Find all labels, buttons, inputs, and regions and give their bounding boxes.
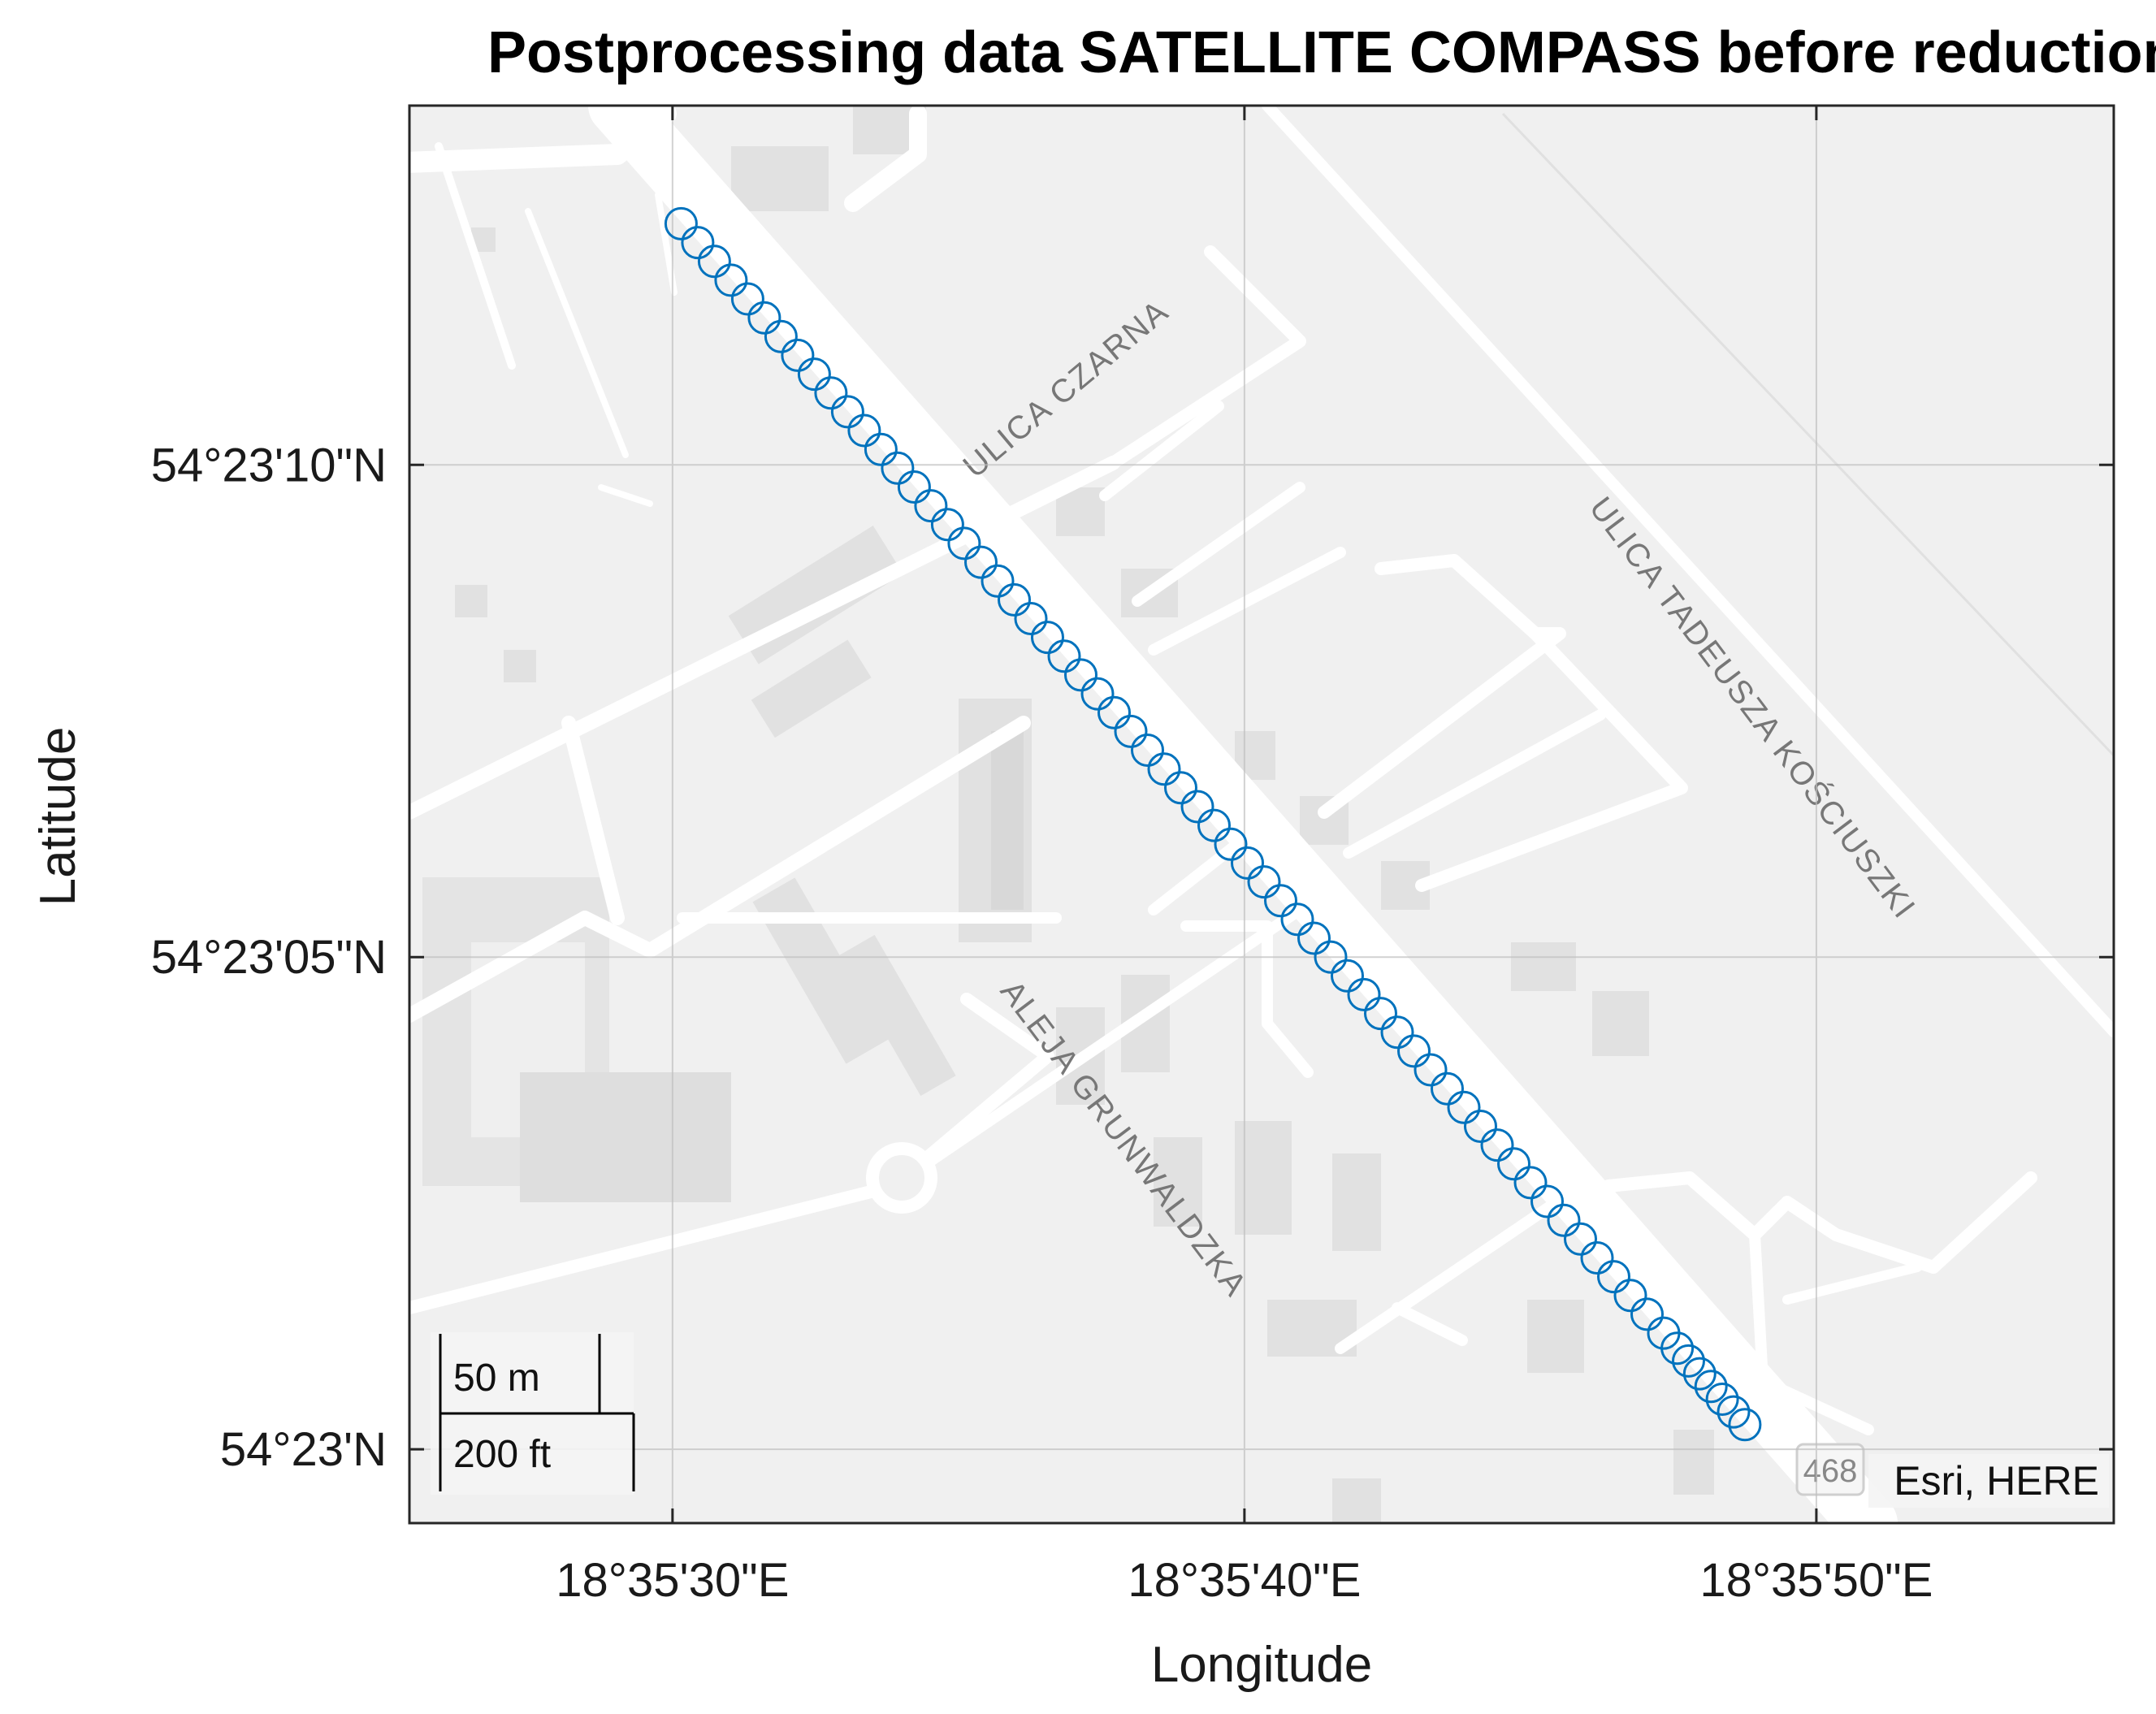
data-point	[1497, 1147, 1530, 1181]
data-point	[1660, 1331, 1695, 1366]
data-point	[1564, 1222, 1597, 1256]
data-point	[781, 338, 815, 372]
y-axis: 54°23'10"N 54°23'05"N 54°23'N	[151, 439, 2114, 1476]
data-point	[1347, 977, 1381, 1011]
data-point	[747, 301, 781, 335]
attribution-text: Esri, HERE	[1894, 1458, 2099, 1504]
data-point	[1114, 714, 1148, 748]
data-point	[998, 582, 1031, 617]
data-point	[881, 451, 915, 485]
data-point	[1097, 695, 1131, 729]
data-point	[1513, 1166, 1548, 1200]
data-point	[847, 413, 881, 448]
basemap: ULICA CZARNA ULICA TADEUSZA KOŚCIUSZKI A…	[409, 106, 2114, 1523]
data-point	[1297, 921, 1331, 955]
data-point	[1014, 602, 1048, 635]
data-point	[1530, 1184, 1564, 1218]
data-point	[947, 526, 981, 561]
data-point	[1547, 1203, 1581, 1237]
data-point	[1364, 997, 1397, 1031]
data-point	[730, 282, 764, 316]
data-point	[1247, 865, 1281, 899]
data-point	[1414, 1053, 1448, 1087]
data-point	[1147, 752, 1181, 786]
plot-frame	[408, 104, 2115, 1525]
data-point	[1180, 790, 1214, 824]
data-point	[1480, 1128, 1514, 1162]
y-tick-label: 54°23'05"N	[151, 931, 387, 984]
data-point	[1613, 1279, 1647, 1313]
data-point	[1431, 1071, 1464, 1106]
road-number-text: 468	[1803, 1453, 1858, 1489]
data-point	[864, 432, 898, 466]
x-tick-label: 18°35'30"E	[556, 1554, 789, 1607]
data-point	[1397, 1034, 1431, 1068]
data-point	[1630, 1297, 1664, 1331]
data-point	[1447, 1090, 1481, 1124]
scale-metric-label: 50 m	[453, 1357, 540, 1400]
data-point	[1580, 1241, 1614, 1275]
x-axis: 18°35'30"E 18°35'40"E 18°35'50"E	[556, 106, 1933, 1607]
data-point	[664, 206, 698, 240]
scale-bar: 50 m 200 ft	[431, 1332, 635, 1495]
data-point	[764, 319, 798, 353]
data-point	[1728, 1408, 1762, 1442]
x-axis-title: Longitude	[1151, 1637, 1372, 1693]
data-point	[1197, 808, 1231, 842]
chart-title: Postprocessing data SATELLITE COMPASS be…	[487, 20, 2156, 85]
data-point	[681, 226, 715, 260]
data-point	[981, 564, 1015, 598]
x-tick-label: 18°35'50"E	[1699, 1554, 1933, 1607]
road-number-badge: 468	[1795, 1443, 1865, 1496]
attribution: Esri, HERE	[1868, 1454, 2109, 1508]
data-point	[814, 376, 848, 410]
data-point	[930, 508, 964, 542]
data-point	[1705, 1383, 1739, 1416]
data-point	[1280, 902, 1314, 937]
data-point	[830, 395, 864, 429]
data-point	[1164, 771, 1197, 805]
data-series	[664, 206, 1762, 1442]
data-point	[1717, 1395, 1751, 1429]
data-point	[797, 357, 831, 392]
y-tick-label: 54°23'N	[220, 1423, 387, 1476]
data-point	[697, 245, 731, 279]
data-point	[1682, 1357, 1717, 1391]
y-tick-label: 54°23'10"N	[151, 439, 387, 491]
data-point	[964, 545, 998, 579]
data-point	[1672, 1344, 1705, 1378]
data-point	[1031, 621, 1064, 655]
grid-lines	[409, 106, 2114, 1523]
x-tick-label: 18°35'40"E	[1128, 1554, 1361, 1607]
data-point	[1231, 846, 1264, 880]
data-point	[1064, 658, 1097, 692]
data-point	[714, 263, 748, 297]
data-point	[1131, 734, 1164, 767]
data-point	[1047, 639, 1081, 673]
data-point	[1080, 677, 1115, 711]
data-point	[1314, 940, 1348, 974]
data-point	[1380, 1015, 1414, 1050]
data-point	[914, 489, 948, 523]
data-point	[897, 470, 931, 504]
data-point	[1597, 1260, 1630, 1294]
y-axis-title: Latitude	[30, 727, 86, 907]
scale-imperial-label: 200 ft	[453, 1433, 551, 1476]
data-point	[1694, 1370, 1728, 1404]
data-point	[1331, 959, 1364, 993]
data-point	[1464, 1110, 1497, 1143]
data-point	[1214, 827, 1248, 861]
data-point	[1264, 884, 1297, 918]
